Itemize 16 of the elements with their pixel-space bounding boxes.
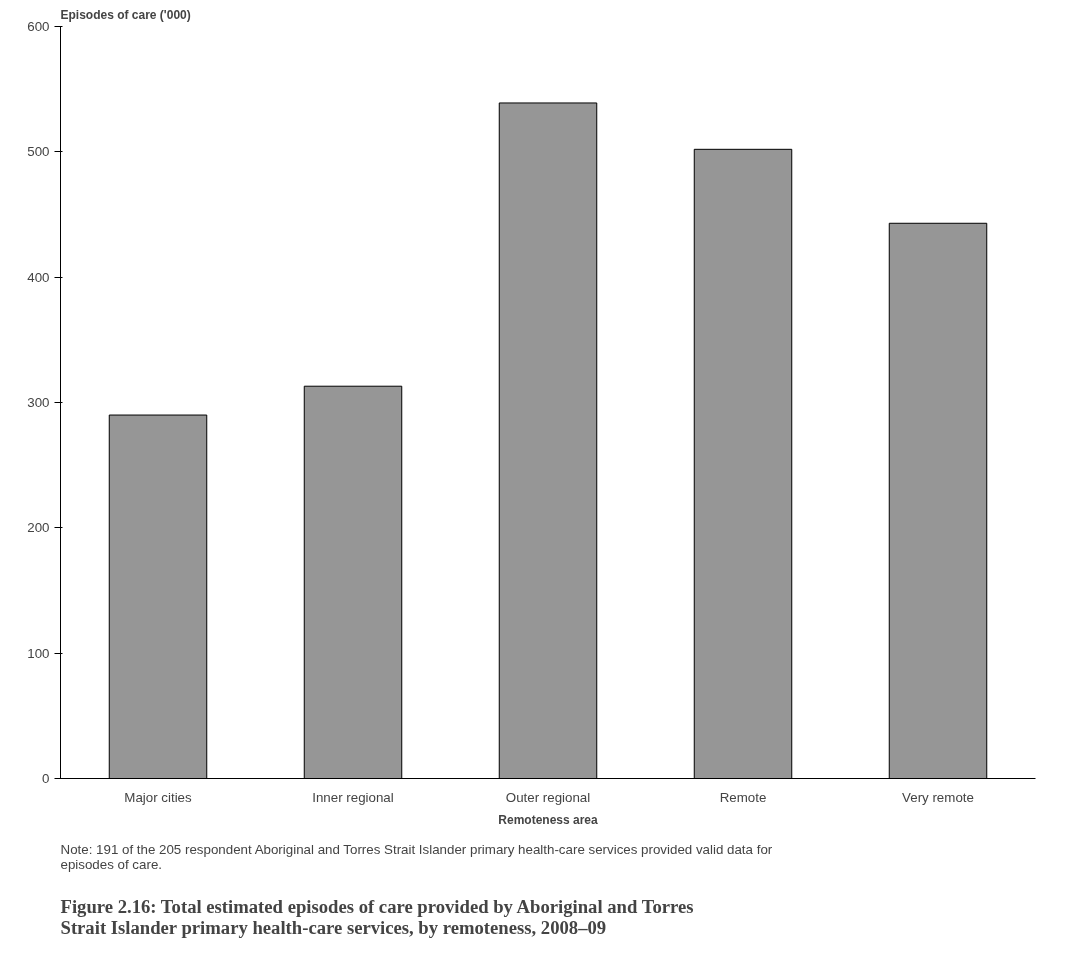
- y-tick-label: 100: [27, 645, 50, 661]
- y-axis-title: Episodes of care ('000): [60, 7, 191, 22]
- text: Figure 2.16: Total estimated episodes of care provided by Aboriginal and Torres Strait Islander primary health-care services, by remoteness, 2008–09: [60, 896, 694, 938]
- x-tick-label: Outer regional: [505, 789, 591, 805]
- x-tick-label: Major cities: [124, 789, 193, 805]
- y-tick-label: 400: [27, 269, 50, 285]
- y-tick-label: 500: [27, 144, 50, 160]
- y-tick-label: 0: [42, 771, 50, 786]
- y-tick-label: 600: [27, 19, 50, 34]
- y-tick-label: 300: [27, 395, 50, 410]
- y-tick-label: 200: [27, 520, 50, 536]
- x-axis-title: Remoteness area: [498, 812, 599, 827]
- x-tick-label: Inner regional: [312, 789, 394, 805]
- text: Note: 191 of the 205 respondent Aboriginal and Torres Strait Islander primary health-care services provided valid data for episodes of care.: [60, 841, 773, 872]
- x-tick-label: Very remote: [902, 789, 974, 805]
- x-tick-label: Remote: [719, 789, 767, 805]
